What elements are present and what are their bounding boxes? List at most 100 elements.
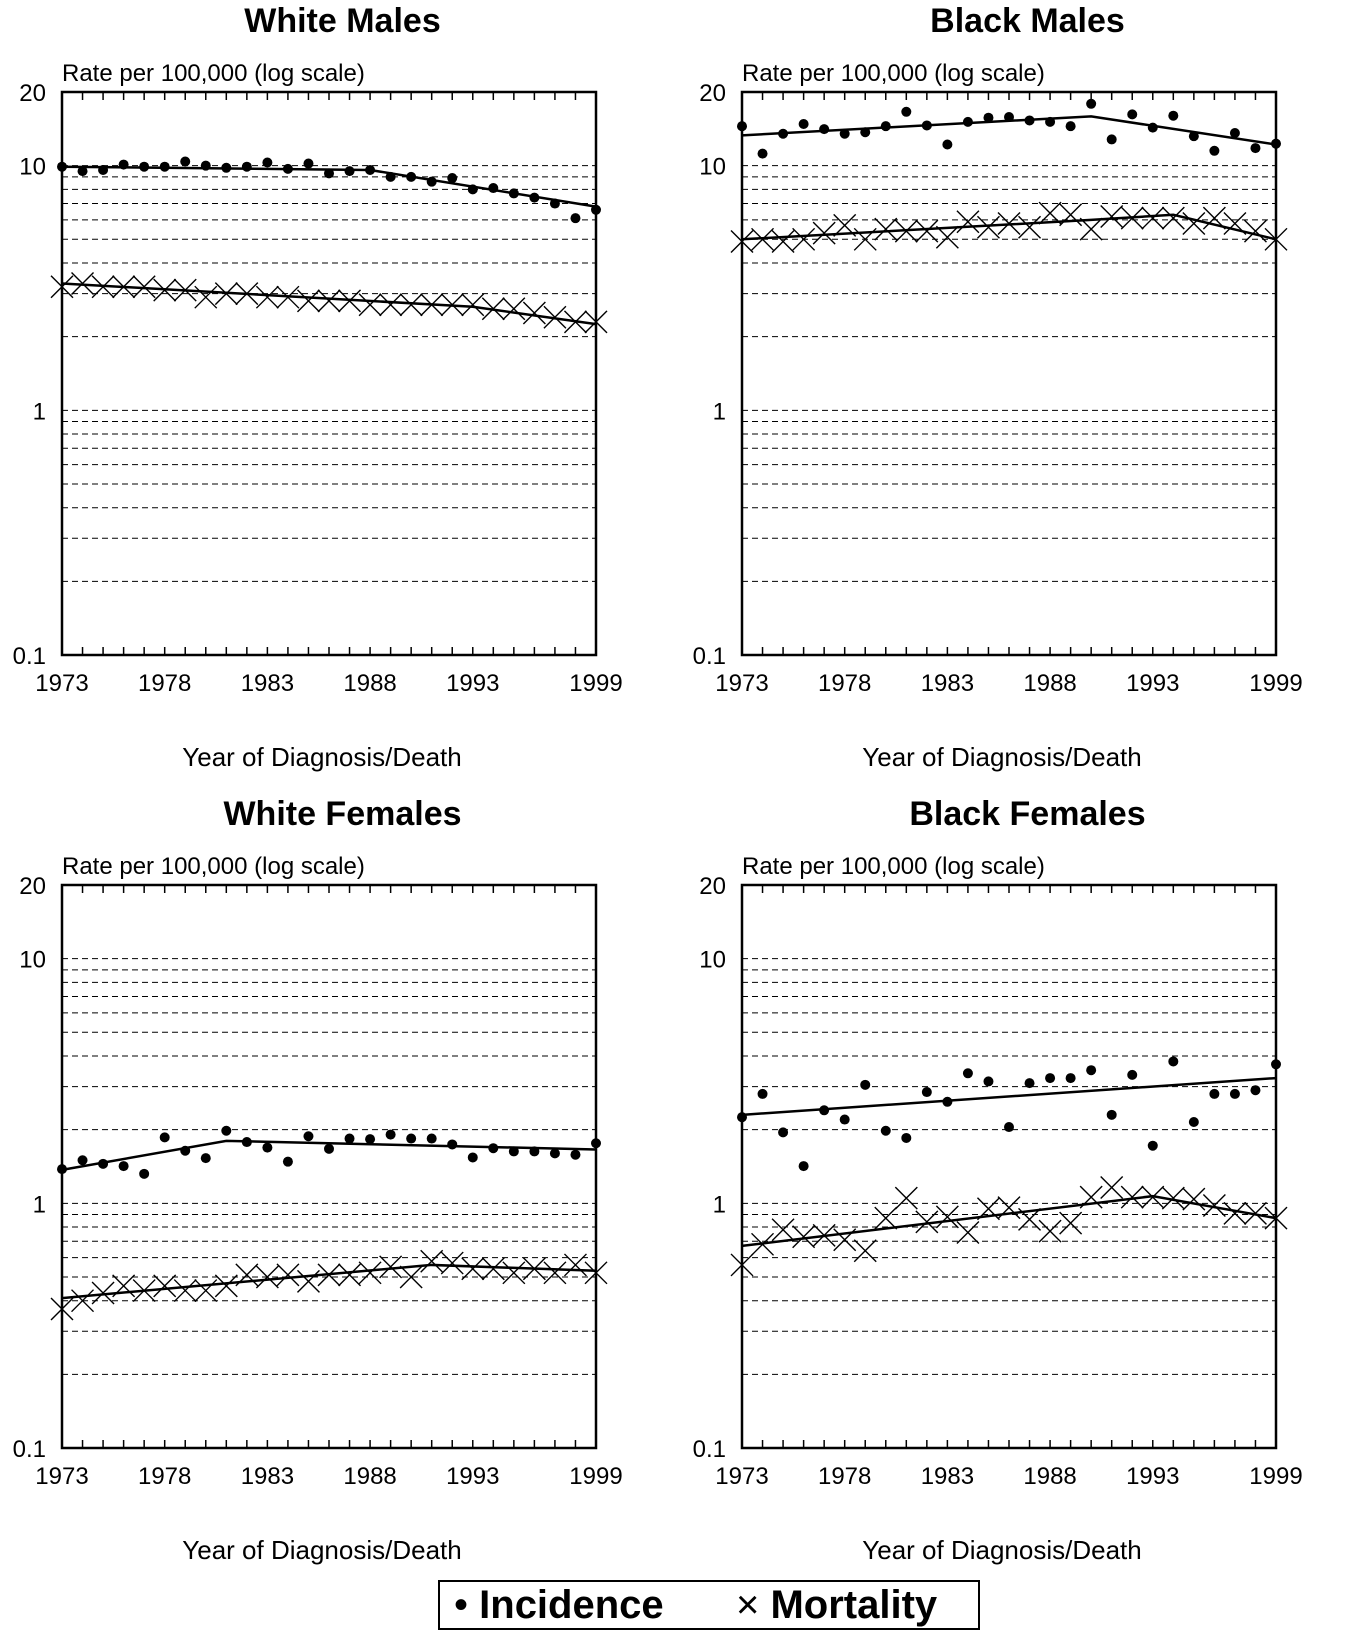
x-tick-label: 1988 bbox=[343, 1463, 396, 1490]
incidence-point bbox=[757, 148, 768, 159]
incidence-point bbox=[880, 1125, 891, 1136]
plot-area: 1973 1978 1983 1988 1993 1999 0.1 1 10 20 bbox=[13, 80, 623, 697]
incidence-point bbox=[798, 118, 809, 129]
mortality-point bbox=[440, 293, 464, 317]
x-axis-label: Year of Diagnosis/Death bbox=[862, 1535, 1142, 1565]
incidence-point bbox=[901, 106, 912, 117]
cross-stroke bbox=[543, 305, 567, 329]
cross-stroke bbox=[71, 1289, 95, 1313]
mortality-point bbox=[1059, 203, 1083, 227]
incidence-point bbox=[529, 192, 540, 203]
cross-stroke bbox=[420, 293, 444, 317]
incidence-point bbox=[1209, 145, 1220, 156]
cross-stroke bbox=[440, 1251, 464, 1275]
x-axis-label: Year of Diagnosis/Death bbox=[862, 742, 1142, 772]
incidence-point bbox=[1209, 1088, 1220, 1099]
cross-stroke bbox=[792, 1225, 816, 1249]
x-tick-label: 1988 bbox=[1023, 670, 1076, 697]
mortality-point bbox=[173, 278, 197, 302]
x-tick-label: 1973 bbox=[35, 1463, 88, 1490]
incidence-point bbox=[529, 1146, 540, 1157]
y-tick-label: 1 bbox=[713, 1191, 726, 1218]
mortality-point bbox=[50, 275, 74, 299]
incidence-point bbox=[1086, 1065, 1097, 1076]
cross-stroke bbox=[112, 1274, 136, 1298]
incidence-point bbox=[508, 188, 519, 199]
incidence-point bbox=[570, 1149, 581, 1160]
x-tick-label: 1978 bbox=[138, 670, 191, 697]
incidence-point bbox=[467, 1152, 478, 1163]
cross-stroke bbox=[522, 301, 546, 325]
incidence-point bbox=[901, 1132, 912, 1143]
y-tick-label: 0.1 bbox=[13, 643, 46, 670]
cross-stroke bbox=[235, 282, 259, 306]
mortality-point bbox=[1182, 212, 1206, 236]
cross-stroke bbox=[935, 1205, 959, 1229]
cross-stroke bbox=[1182, 1187, 1206, 1211]
panel-black-males: Black Males Rate per 100,000 (log scale)… bbox=[685, 0, 1370, 795]
mortality-point bbox=[379, 293, 403, 317]
mortality-point bbox=[1038, 201, 1062, 225]
incidence-point bbox=[1004, 1122, 1014, 1133]
incidence-point bbox=[839, 128, 850, 139]
mortality-point bbox=[317, 1263, 341, 1287]
incidence-point bbox=[118, 1161, 129, 1172]
cross-stroke bbox=[461, 293, 485, 317]
mortality-point bbox=[1038, 1219, 1062, 1243]
x-tick-label: 1983 bbox=[921, 670, 974, 697]
mortality-point bbox=[440, 1251, 464, 1275]
cross-stroke bbox=[997, 212, 1021, 236]
mortality-point bbox=[235, 1263, 259, 1287]
mortality-point bbox=[976, 215, 1000, 239]
incidence-point bbox=[98, 1158, 109, 1169]
mortality-point bbox=[853, 1239, 877, 1263]
cross-stroke bbox=[481, 1257, 505, 1281]
cross-stroke bbox=[751, 227, 775, 251]
incidence-point bbox=[200, 1153, 211, 1164]
mortality-point bbox=[1059, 1211, 1083, 1235]
incidence-point bbox=[365, 1134, 376, 1145]
incidence-point bbox=[1168, 1056, 1179, 1067]
y-tick-label: 20 bbox=[19, 80, 46, 107]
x-tick-label: 1999 bbox=[1249, 670, 1302, 697]
incidence-point bbox=[839, 1114, 850, 1125]
cross-stroke bbox=[956, 1220, 980, 1244]
mortality-point bbox=[833, 213, 857, 237]
incidence-point bbox=[344, 1133, 355, 1144]
x-tick-label: 1973 bbox=[715, 1463, 768, 1490]
incidence-point bbox=[200, 160, 211, 171]
cross-stroke bbox=[792, 227, 816, 251]
mortality-point bbox=[338, 1263, 362, 1287]
incidence-point bbox=[591, 204, 601, 215]
mortality-trend-line bbox=[61, 1263, 597, 1300]
incidence-point bbox=[1024, 1078, 1035, 1089]
cross-stroke bbox=[1079, 1185, 1103, 1209]
cross-stroke bbox=[399, 1265, 423, 1289]
x-tick-label: 1999 bbox=[1249, 1463, 1302, 1490]
incidence-point bbox=[1271, 1059, 1281, 1070]
y-tick-label: 1 bbox=[33, 1191, 46, 1218]
cross-stroke bbox=[1100, 1176, 1124, 1200]
incidence-point bbox=[344, 166, 355, 177]
incidence-point bbox=[385, 171, 396, 182]
mortality-point bbox=[1182, 1187, 1206, 1211]
cross-stroke bbox=[771, 1218, 795, 1242]
incidence-point bbox=[1086, 98, 1097, 109]
mortality-point bbox=[1018, 215, 1042, 239]
y-tick-label: 0.1 bbox=[13, 1436, 46, 1463]
mortality-point bbox=[935, 225, 959, 249]
y-axis-label: Rate per 100,000 (log scale) bbox=[742, 60, 1045, 87]
mortality-point bbox=[1202, 1193, 1226, 1217]
mortality-point bbox=[771, 229, 795, 253]
mortality-point bbox=[255, 1265, 279, 1289]
x-tick-label: 1983 bbox=[921, 1463, 974, 1490]
cross-stroke bbox=[214, 1274, 238, 1298]
mortality-point bbox=[502, 1261, 526, 1285]
mortality-point bbox=[894, 219, 918, 243]
y-tick-label: 0.1 bbox=[693, 1436, 726, 1463]
mortality-point bbox=[71, 271, 95, 295]
plot-area: 1973 1978 1983 1988 1993 1999 0.1 1 10 20 bbox=[13, 873, 623, 1490]
mortality-point bbox=[71, 1289, 95, 1313]
cross-stroke bbox=[812, 1223, 836, 1247]
mortality-point bbox=[194, 285, 218, 309]
